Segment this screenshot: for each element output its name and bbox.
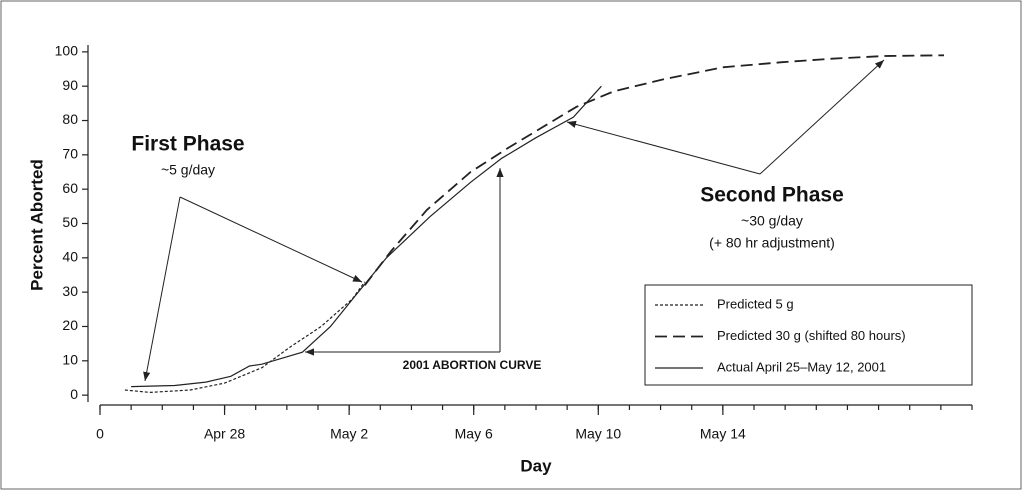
y-tick-label: 30	[62, 283, 78, 299]
annotation: Second Phase	[700, 184, 844, 207]
x-tick-label: May 14	[700, 426, 746, 442]
y-tick-label: 40	[62, 249, 78, 265]
x-axis-title: Day	[520, 456, 552, 475]
series-line	[131, 85, 602, 388]
y-tick-label: 60	[62, 180, 78, 196]
legend-label: Actual April 25–May 12, 2001	[717, 359, 886, 374]
y-tick-label: 80	[62, 111, 78, 127]
x-tick-label: May 6	[455, 426, 493, 442]
y-axis-title: Percent Aborted	[27, 159, 46, 291]
x-tick-label: May 2	[330, 426, 368, 442]
annotation: 2001 ABORTION CURVE	[403, 358, 542, 372]
series-line	[124, 281, 366, 394]
y-tick-label: 20	[62, 317, 78, 333]
annotation: First Phase	[131, 133, 244, 156]
y-tick-label: 70	[62, 146, 78, 162]
series-line	[363, 54, 945, 286]
x-tick-label: Apr 28	[204, 426, 245, 442]
annotation: (+ 80 hr adjustment)	[709, 235, 835, 251]
annotation: ~5 g/day	[161, 162, 215, 178]
y-tick-label: 100	[55, 43, 79, 59]
y-tick-label: 10	[62, 352, 78, 368]
y-tick-label: 90	[62, 77, 78, 93]
legend-label: Predicted 5 g	[717, 296, 794, 311]
annotation-arrows	[143, 59, 885, 382]
y-tick-label: 0	[70, 386, 78, 402]
annotation: ~30 g/day	[741, 213, 803, 229]
y-tick-label: 50	[62, 214, 78, 230]
legend-label: Predicted 30 g (shifted 80 hours)	[717, 328, 906, 343]
x-tick-label: 0	[96, 426, 104, 442]
x-tick-label: May 10	[575, 426, 621, 442]
